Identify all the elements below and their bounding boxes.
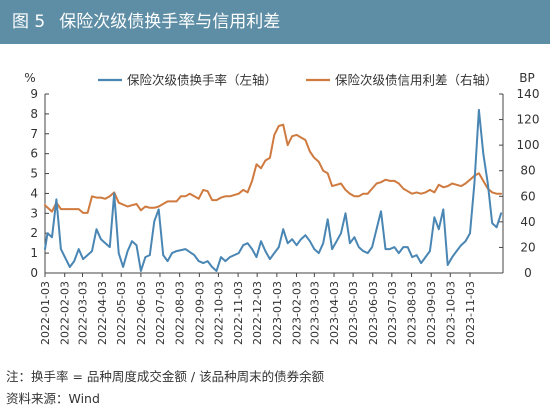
x-axis-tick-label: 2022-01-03 xyxy=(39,281,52,345)
right-axis-tick-label: 80 xyxy=(520,164,535,178)
spread-series-line xyxy=(44,123,503,214)
right-axis-tick-label: 120 xyxy=(517,113,540,127)
left-axis-tick-label: 3 xyxy=(30,206,38,220)
x-axis-tick-label: 2023-05-03 xyxy=(347,281,360,345)
right-axis-tick-label: 20 xyxy=(520,240,535,254)
left-axis-tick-label: 0 xyxy=(30,266,38,280)
x-axis-tick-label: 2022-04-03 xyxy=(96,281,109,345)
left-axis-tick-label: 1 xyxy=(30,246,38,260)
x-axis-tick-label: 2022-12-03 xyxy=(251,281,264,345)
figure-title: 图 5 保险次级债换手率与信用利差 xyxy=(12,0,280,44)
left-axis-tick-label: 8 xyxy=(30,107,38,121)
right-axis-tick-label: 60 xyxy=(520,189,535,203)
x-axis-tick-label: 2023-03-03 xyxy=(308,281,321,345)
x-axis-tick-label: 2022-11-03 xyxy=(232,281,245,345)
x-axis-tick-label: 2023-07-03 xyxy=(386,281,399,345)
turnover-series-line xyxy=(44,108,503,272)
x-axis-tick-label: 2022-10-03 xyxy=(212,281,225,345)
x-axis-tick-label: 2022-02-03 xyxy=(59,281,72,345)
title-bar: 图 5 保险次级债换手率与信用利差 xyxy=(0,0,550,44)
x-axis-tick-label: 2022-05-03 xyxy=(115,281,128,345)
chart-source: 资料来源：Wind xyxy=(6,391,100,406)
x-axis-tick-label: 2023-01-03 xyxy=(271,281,284,345)
right-axis-tick-label: 140 xyxy=(517,87,540,101)
left-axis-tick-label: 6 xyxy=(30,147,38,161)
left-axis-tick-label: 7 xyxy=(30,127,38,141)
x-axis-tick-label: 2023-04-03 xyxy=(328,281,341,345)
x-axis-tick-label: 2022-06-03 xyxy=(135,281,148,345)
right-axis-tick-label: 40 xyxy=(520,215,535,229)
chart-axes: 0 1 2 3 4 5 6 7 8 9% 0 20 40 60 80 100 120 140 BP 2022-01-0… xyxy=(24,71,539,345)
left-axis-tick-label: 5 xyxy=(30,167,38,181)
left-axis-tick-label: 9 xyxy=(30,87,38,101)
line-chart: 0 1 2 3 4 5 6 7 8 9% 0 20 40 60 80 100 120 140 BP 2022-01-0… xyxy=(24,71,539,345)
x-axis-tick-label: 2023-02-03 xyxy=(291,281,304,345)
x-axis-tick-label: 2023-11-03 xyxy=(464,281,477,345)
chart-note: 注：换手率 = 品种周度成交金额 / 该品种周末的债券余额 xyxy=(6,369,325,384)
left-axis-tick-label: 4 xyxy=(30,186,38,200)
x-axis-tick-label: 2023-08-03 xyxy=(406,281,419,345)
x-axis-tick-label: 2023-06-03 xyxy=(367,281,380,345)
x-axis-tick-label: 2022-07-03 xyxy=(154,281,167,345)
chart-series xyxy=(44,108,503,272)
x-axis-tick-label: 2023-09-03 xyxy=(425,281,438,345)
x-axis-tick-label: 2022-03-03 xyxy=(76,281,89,345)
x-axis-tick-label: 2022-09-03 xyxy=(193,281,206,345)
figure-number: 图 5 xyxy=(12,12,46,32)
left-axis-unit: % xyxy=(24,71,35,85)
right-axis-tick-label: 100 xyxy=(517,138,540,152)
right-axis-tick-label: 0 xyxy=(524,266,532,280)
legend-entry: 保险次级债换手率（左轴） xyxy=(127,73,277,88)
right-axis-unit: BP xyxy=(519,71,534,85)
x-axis-tick-label: 2023-10-03 xyxy=(444,281,457,345)
chart-legend: 保险次级债换手率（左轴） 保险次级债信用利差（右轴） xyxy=(98,73,498,88)
legend-entry: 保险次级债信用利差（右轴） xyxy=(335,73,498,88)
x-axis-tick-label: 2022-08-03 xyxy=(174,281,187,345)
figure-title-text: 保险次级债换手率与信用利差 xyxy=(59,12,281,32)
left-axis-tick-label: 2 xyxy=(30,226,38,240)
